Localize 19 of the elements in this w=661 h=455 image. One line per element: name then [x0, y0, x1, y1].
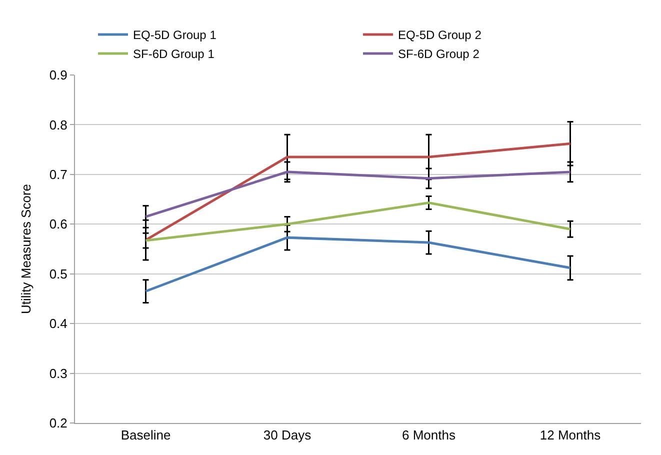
x-tick-label: 12 Months — [540, 428, 602, 443]
y-tick-label: 0.6 — [49, 216, 68, 232]
x-tick-label: Baseline — [120, 428, 171, 443]
y-tick-label: 0.2 — [49, 416, 68, 431]
legend-label: EQ-5D Group 2 — [398, 28, 482, 42]
y-tick-label: 0.7 — [49, 166, 68, 182]
y-tick-label: 0.4 — [49, 316, 68, 332]
y-tick-label: 0.5 — [49, 266, 68, 282]
legend-label: SF-6D Group 2 — [398, 47, 480, 62]
y-tick-label: 0.9 — [49, 68, 68, 83]
y-tick-label: 0.3 — [49, 366, 68, 381]
legend-label: EQ-5D Group 1 — [133, 28, 217, 42]
x-tick-label: 6 Months — [402, 428, 456, 443]
line-series — [144, 202, 572, 242]
y-axis-title: Utility Measures Score — [18, 184, 34, 314]
line-series — [144, 236, 572, 293]
y-tick-label: 0.8 — [49, 117, 68, 132]
x-tick-label: 30 Days — [263, 428, 312, 443]
legend-label: SF-6D Group 1 — [133, 47, 215, 62]
